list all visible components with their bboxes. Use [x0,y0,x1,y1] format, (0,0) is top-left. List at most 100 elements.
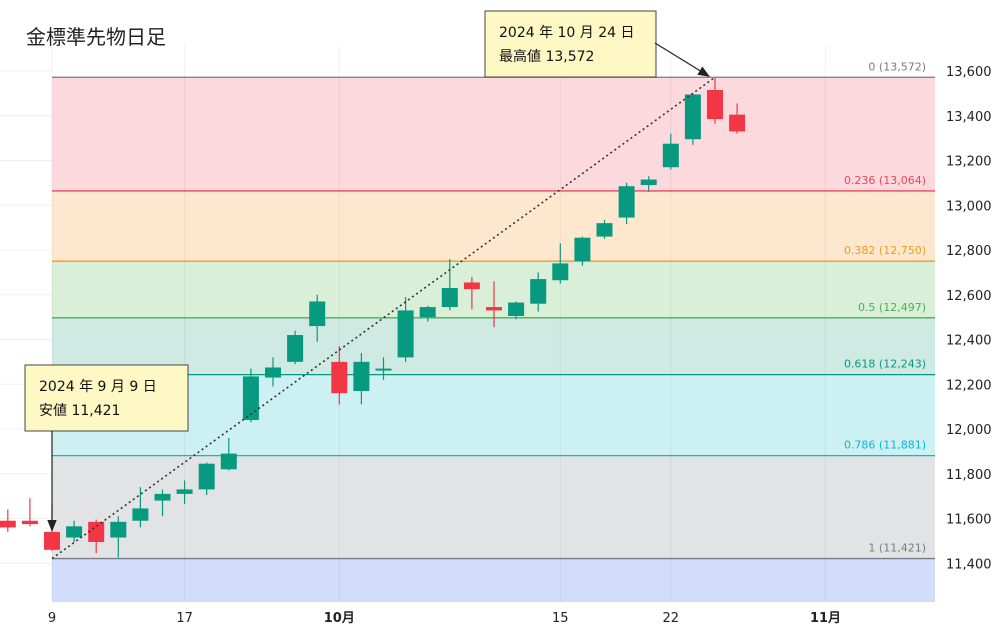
candle-body [220,453,237,470]
price-tick-label: 13,000 [946,199,992,214]
time-tick-label: 17 [176,611,193,626]
price-tick-label: 11,800 [946,468,992,483]
candle [154,489,171,517]
candle-body [331,361,348,394]
callout-text: 安値 11,421 [39,403,120,419]
price-tick-label: 12,800 [946,244,992,259]
candle [729,103,746,134]
candle [508,301,525,320]
candle-body [176,489,193,494]
candle-body [530,279,547,304]
candle-body [618,186,635,218]
callout-low: 2024 年 9 月 9 日安値 11,421 [24,364,189,532]
callout-box [484,10,657,78]
candle [441,258,458,311]
candle [287,330,304,365]
fib-zone-fills [52,77,935,602]
candle [463,276,480,310]
fib-label-6: 1 (11,421) [868,542,926,555]
callout-box [24,364,189,432]
candle-body [110,521,127,538]
candle-body [375,368,392,371]
candle-body [707,90,723,120]
candle [662,133,679,170]
time-tick-label: 9 [48,611,56,626]
candle [66,520,83,542]
candle-body [640,179,657,186]
candle-body [154,493,171,501]
candle [640,176,657,192]
candle-body [486,307,502,311]
price-tick-label: 11,400 [946,557,992,572]
candle-body [287,335,304,362]
candle-body [66,526,83,538]
candle [353,352,370,405]
candle-body [242,376,259,421]
candle-body [353,361,370,391]
candle [596,219,613,239]
price-tick-label: 12,400 [946,334,992,349]
candle [419,305,436,322]
candle-body [441,288,458,308]
candle-body [0,520,16,528]
candle [486,281,502,328]
candle [198,462,215,496]
time-tick-label: 22 [663,611,680,626]
candle [132,487,149,528]
fib-label-2: 0.382 (12,750) [844,244,926,257]
candle [574,236,591,266]
price-tick-label: 12,200 [946,378,992,393]
candle [375,357,392,380]
candle-body [684,94,701,140]
fib-zone-0 [52,77,935,191]
fib-zone-4 [52,374,935,456]
price-tick-label: 13,600 [946,65,992,80]
fib-zone-3 [52,317,935,375]
trend-line [51,76,716,560]
candle [176,480,193,504]
candle-body [552,263,569,281]
time-tick-label: 11月 [810,611,841,626]
chart-title: 金標準先物日足 [26,25,166,49]
fib-zone-1 [52,190,935,262]
candle [88,519,105,554]
candles [0,77,746,558]
candle-body [729,114,746,132]
candle-body [309,301,326,327]
candle [618,182,635,225]
callout-text: 2024 年 9 月 9 日 [39,379,157,395]
callout-text: 2024 年 10 月 24 日 [499,25,635,41]
candle [309,294,326,342]
time-tick-label: 15 [552,611,569,626]
candle [397,296,414,362]
candle-body [419,307,436,318]
time-tick-label: 10月 [324,611,355,626]
candle-body [596,223,613,237]
fib-label-0: 0 (13,572) [868,60,926,73]
candle-body [198,463,215,490]
fib-zone-below [52,558,935,602]
candle [331,346,348,405]
price-axis: 11,400 11,600 11,800 12,000 12,200 12,400 12,6… [0,65,992,572]
fib-level-labels: 0 (13,572) 0.236 (13,064) 0.382 (12,750) 0.… [844,60,926,554]
fib-label-5: 0.786 (11,881) [844,439,926,452]
candle-body [463,282,480,290]
candle [552,243,569,284]
candle-body [508,302,525,317]
fib-label-3: 0.5 (12,497) [858,301,926,314]
fib-label-4: 0.618 (12,243) [844,358,926,371]
candle-body [574,237,591,262]
candle [0,509,16,532]
fib-trend-line [51,76,716,560]
candle-body [44,531,60,550]
candle [684,93,701,145]
candle [530,272,547,312]
candle [707,77,723,124]
callout-text: 最高値 13,572 [499,48,594,65]
price-tick-label: 12,600 [946,289,992,304]
callout-arrow [654,42,711,77]
